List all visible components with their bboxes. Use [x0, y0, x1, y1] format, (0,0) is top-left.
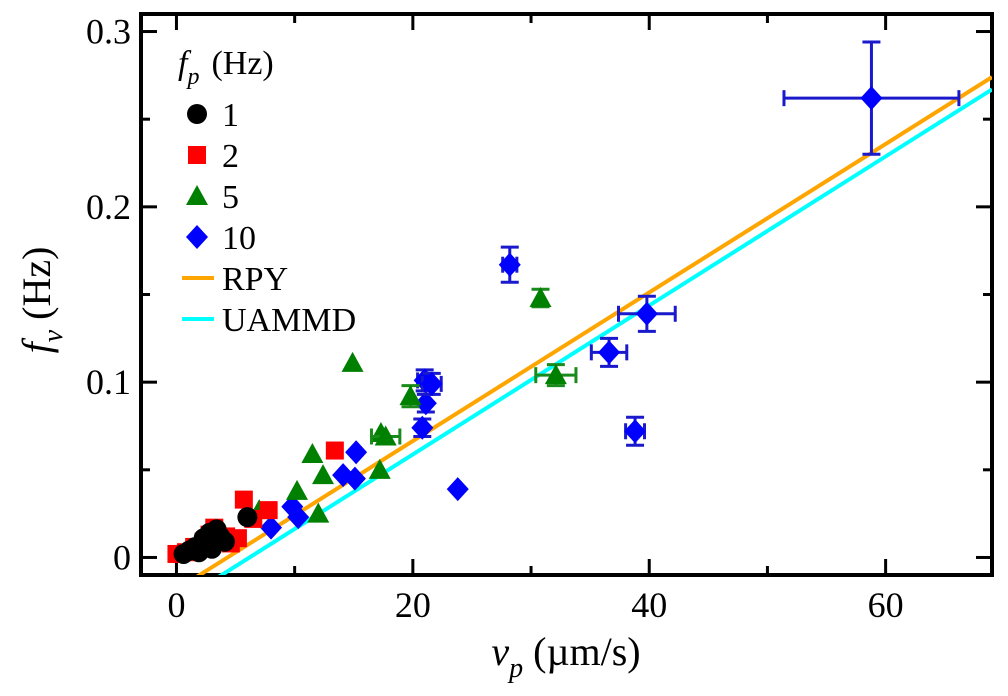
data-point: [307, 502, 330, 523]
data-point: [312, 464, 335, 485]
series-1: [173, 507, 258, 564]
axis-ticks: [141, 14, 992, 575]
series-10: [260, 40, 961, 540]
y-tick-label: 0.2: [86, 187, 131, 227]
x-tick-labels: 0 20 40 60: [167, 585, 903, 625]
data-point: [399, 385, 422, 406]
legend-title-sub: p: [185, 64, 199, 90]
data-point: [446, 477, 469, 502]
x-tick-label: 60: [868, 585, 904, 625]
data-point: [234, 490, 253, 509]
y-tick-label: 0: [113, 537, 131, 577]
data-point: [411, 415, 434, 440]
legend-label: 2: [222, 138, 239, 175]
legend-label: 1: [222, 97, 239, 134]
data-markers: [167, 40, 961, 564]
data-point: [341, 351, 364, 372]
line-uammd: [217, 87, 992, 575]
line-rpy: [195, 75, 992, 575]
x-axis-label-unit: (µm/s): [533, 629, 640, 674]
y-axis-label-unit: (Hz): [14, 247, 59, 320]
data-point: [286, 479, 309, 500]
legend-label: RPY: [222, 261, 288, 298]
y-tick-labels: 0 0.1 0.2 0.3: [86, 12, 131, 578]
legend-marker: [187, 104, 207, 124]
data-point: [414, 391, 437, 416]
fit-lines: [195, 75, 992, 575]
x-axis-label: vp (µm/s): [491, 629, 640, 684]
x-axis-label-sub: p: [507, 653, 523, 684]
legend-entry-1: 1: [187, 97, 239, 134]
data-point: [498, 252, 521, 277]
data-point: [624, 419, 647, 444]
legend-title: fp (Hz): [178, 45, 274, 90]
series-5: [248, 287, 578, 523]
x-tick-label: 40: [631, 585, 667, 625]
data-point: [259, 501, 278, 520]
y-tick-label: 0.1: [86, 362, 131, 402]
legend-entry-5: 5: [186, 179, 239, 216]
legend-marker: [186, 185, 208, 205]
legend-entry-uammd: UAMMD: [182, 302, 356, 339]
data-point: [860, 86, 883, 111]
y-axis-label: fv(Hz): [14, 247, 69, 354]
data-point: [301, 443, 324, 464]
y-tick-label: 0.3: [86, 12, 131, 52]
x-tick-label: 0: [167, 585, 185, 625]
legend-entry-rpy: RPY: [182, 261, 288, 298]
data-point: [260, 515, 283, 540]
data-point: [237, 507, 258, 528]
legend-marker: [186, 225, 208, 249]
legend-marker: [188, 146, 206, 164]
x-axis-label-var: v: [491, 629, 509, 674]
legend-label: 5: [222, 179, 239, 216]
data-point: [343, 466, 366, 491]
data-point: [529, 287, 552, 308]
data-point: [374, 425, 397, 446]
data-point: [201, 538, 222, 559]
data-point: [345, 440, 368, 465]
data-point: [420, 371, 443, 396]
data-point: [635, 301, 658, 326]
data-point: [287, 505, 310, 530]
data-point: [325, 441, 344, 460]
legend-entry-2: 2: [188, 138, 239, 175]
legend-label: 10: [222, 220, 256, 257]
x-tick-label: 20: [395, 585, 431, 625]
data-point: [598, 340, 621, 365]
y-axis-label-sub: v: [38, 329, 69, 342]
data-point: [368, 458, 391, 479]
legend-entry-10: 10: [186, 220, 256, 257]
legend-label: UAMMD: [222, 302, 356, 339]
legend-title-unit: (Hz): [211, 45, 273, 82]
data-point: [544, 364, 567, 385]
